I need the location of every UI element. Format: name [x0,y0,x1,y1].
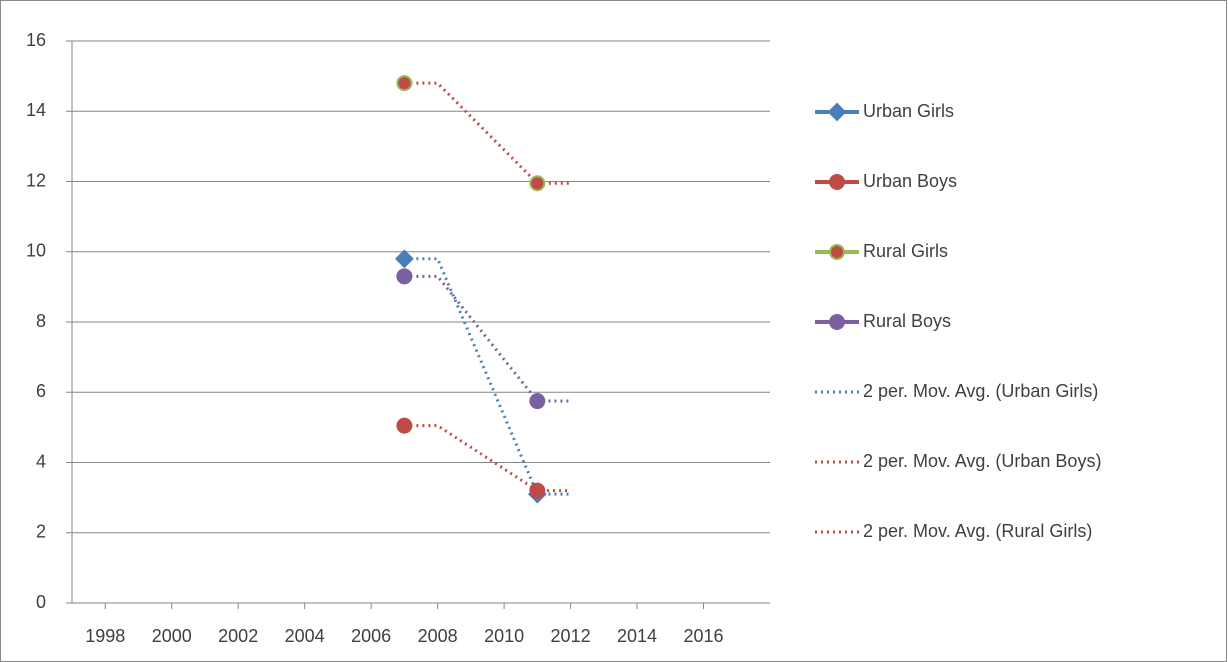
marker [529,393,546,410]
marker [396,75,413,92]
y-tick-label: 0 [36,592,46,612]
y-tick-label: 4 [36,451,46,471]
legend-marker [829,174,845,190]
moving-average-line [404,424,571,493]
legend-label: Urban Boys [863,171,957,191]
marker [394,249,414,269]
legend-label: 2 per. Mov. Avg. (Rural Girls) [863,521,1092,541]
y-tick-label: 2 [36,522,46,542]
legend-label: Rural Girls [863,241,948,261]
marker [396,268,413,285]
legend-marker [829,244,845,260]
legend-marker [829,314,845,330]
moving-average-line [404,81,571,185]
marker [529,482,546,499]
x-tick-label: 2008 [418,626,458,646]
x-tick-label: 2010 [484,626,524,646]
y-tick-label: 12 [26,170,46,190]
y-tick-label: 10 [26,241,46,261]
x-tick-label: 2012 [551,626,591,646]
x-tick-label: 2004 [285,626,325,646]
marker [396,417,413,434]
x-tick-label: 1998 [85,626,125,646]
y-tick-label: 6 [36,381,46,401]
x-tick-label: 2016 [684,626,724,646]
x-tick-label: 2006 [351,626,391,646]
legend-label: Urban Girls [863,101,954,121]
marker [529,175,546,192]
legend-marker [827,102,847,122]
x-tick-label: 2014 [617,626,657,646]
legend-label: Rural Boys [863,311,951,331]
legend-label: 2 per. Mov. Avg. (Urban Girls) [863,381,1098,401]
y-tick-label: 8 [36,311,46,331]
legend-label: 2 per. Mov. Avg. (Urban Boys) [863,451,1101,471]
x-tick-label: 2000 [152,626,192,646]
x-tick-label: 2002 [218,626,258,646]
y-tick-label: 14 [26,100,46,120]
y-tick-label: 16 [26,30,46,50]
